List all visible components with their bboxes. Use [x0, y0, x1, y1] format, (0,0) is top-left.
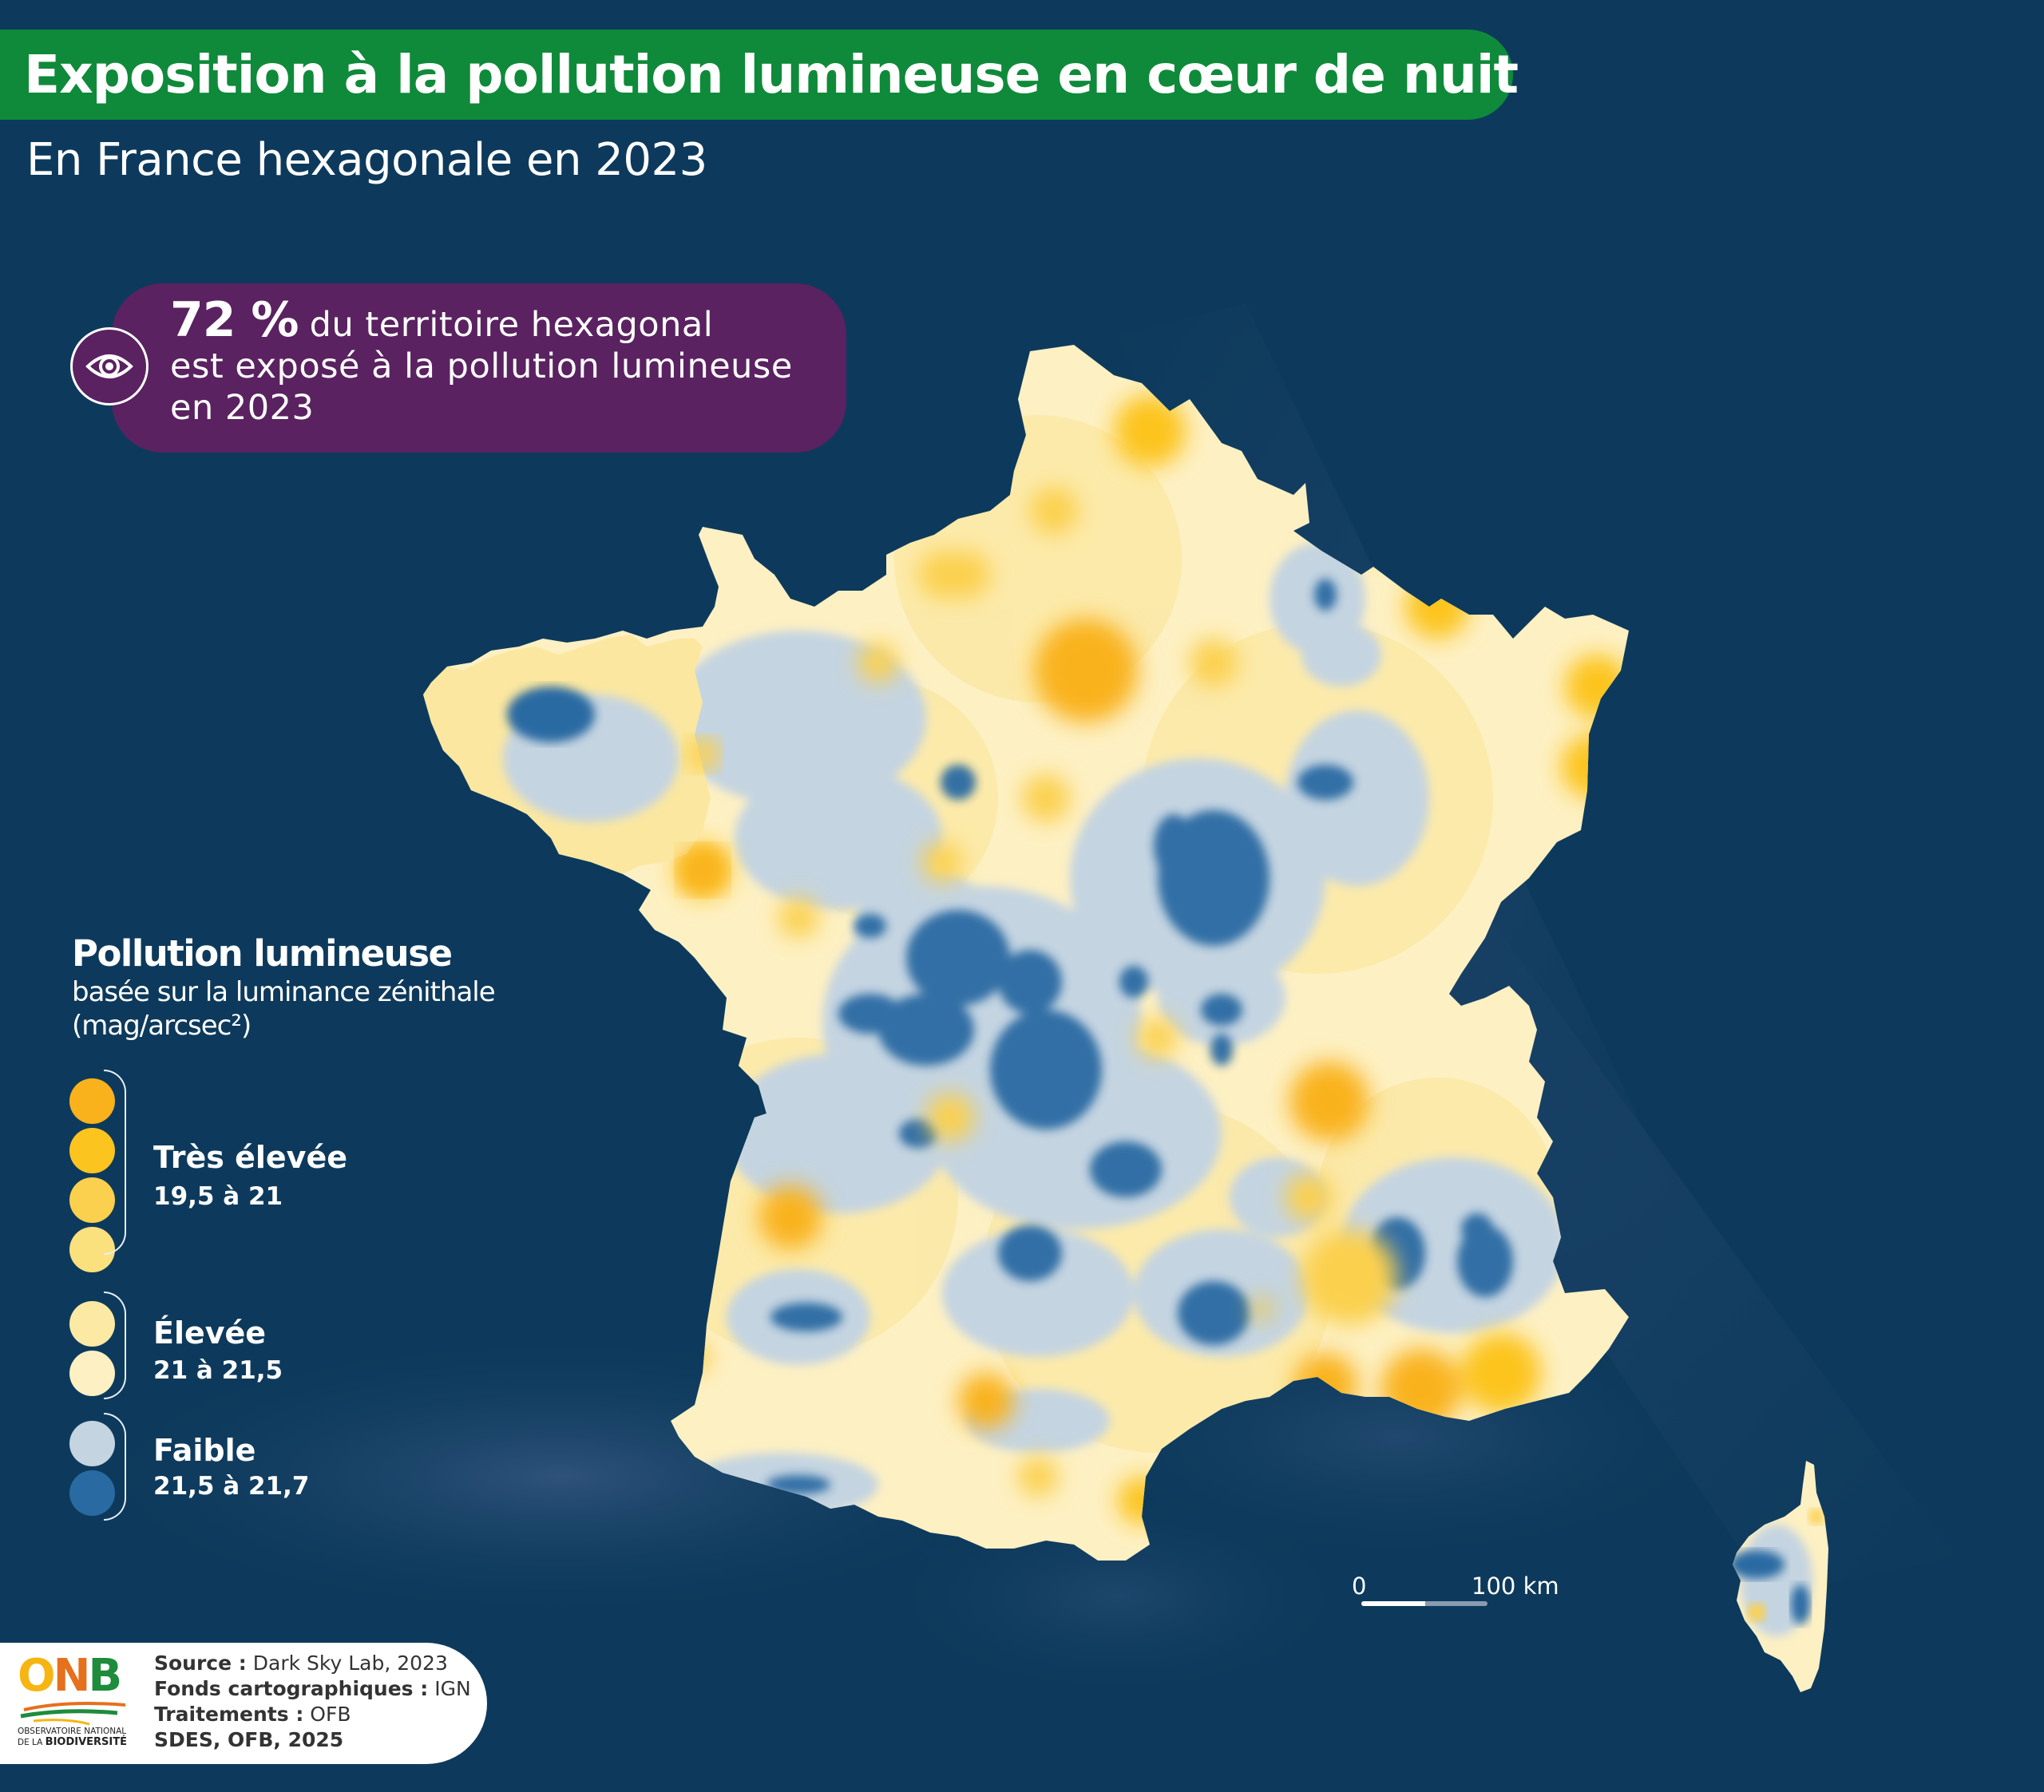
onb-logo-o: O	[18, 1650, 56, 1702]
kpi-line3: en 2023	[170, 388, 315, 428]
legend-swatch-tres-elevee-3	[69, 1177, 115, 1223]
source-line: Source : Dark Sky Lab, 2023	[154, 1651, 471, 1676]
source-value: Dark Sky Lab, 2023	[246, 1652, 448, 1675]
brittany-detail	[503, 686, 727, 894]
mainland-france	[423, 345, 1629, 1561]
onb-logo-letters: ONB	[18, 1650, 122, 1702]
onb-logo-waves	[20, 1702, 126, 1726]
kpi-text: 72 % du territoire hexagonal est exposé …	[170, 296, 793, 429]
legend-range-faible: 21,5 à 21,7	[153, 1472, 310, 1501]
legend-subtitle: basée sur la luminance zénithale (mag/ar…	[72, 975, 496, 1042]
source-credits: Source : Dark Sky Lab, 2023 Fonds cartog…	[154, 1651, 471, 1753]
onb-logo-line2-bold: BIODIVERSITÉ	[45, 1736, 127, 1748]
legend-range-elevee: 21 à 21,5	[153, 1356, 283, 1385]
corsica	[1733, 1461, 1828, 1692]
legend-subtitle-line1: basée sur la luminance zénithale	[72, 976, 496, 1008]
processing-label: Traitements :	[154, 1703, 304, 1726]
legend-swatch-tres-elevee-2	[69, 1128, 115, 1173]
onb-logo-subtitle: OBSERVATOIRE NATIONAL DE LA BIODIVERSITÉ	[18, 1726, 127, 1748]
title-bar: Exposition à la pollution lumineuse en c…	[0, 30, 1519, 120]
page-subtitle: En France hexagonale en 2023	[26, 134, 707, 186]
legend-bracket-tres-elevee	[104, 1070, 126, 1255]
legend-label-tres-elevee: Très élevée	[153, 1140, 347, 1175]
credit-line: SDES, OFB, 2025	[154, 1727, 471, 1753]
eye-icon	[70, 327, 149, 405]
scale-bar	[1361, 1601, 1487, 1606]
basemap-value: IGN	[428, 1677, 471, 1700]
source-label: Source :	[154, 1652, 247, 1675]
onb-logo-line1: OBSERVATOIRE NATIONAL	[18, 1727, 127, 1736]
credit-label: SDES, OFB, 2025	[154, 1728, 344, 1751]
kpi-callout	[112, 283, 846, 453]
basemap-line: Fonds cartographiques : IGN	[154, 1676, 471, 1702]
legend-range-tres-elevee: 19,5 à 21	[153, 1182, 283, 1211]
basemap-label: Fonds cartographiques :	[154, 1677, 429, 1700]
onb-logo: ONB OBSERVATOIRE NATIONAL DE LA BIODIVER…	[14, 1652, 138, 1756]
page-title: Exposition à la pollution lumineuse en c…	[24, 44, 1519, 105]
legend-title: Pollution lumineuse	[72, 932, 453, 975]
kpi-value: 72 %	[170, 292, 299, 348]
legend-bracket-elevee	[104, 1292, 126, 1399]
legend-bracket-faible	[104, 1413, 126, 1521]
kpi-line1: du territoire hexagonal	[298, 305, 714, 345]
scale-label-end: 100 km	[1472, 1572, 1559, 1600]
legend-label-elevee: Élevée	[153, 1315, 267, 1351]
processing-line: Traitements : OFB	[154, 1702, 471, 1727]
onb-logo-b: B	[88, 1650, 122, 1702]
onb-logo-line2-prefix: DE LA	[18, 1738, 46, 1747]
onb-logo-n: N	[53, 1650, 91, 1702]
legend-subtitle-line2: (mag/arcsec²)	[72, 1010, 252, 1042]
legend-label-faible: Faible	[153, 1433, 256, 1468]
scale-label-start: 0	[1352, 1572, 1367, 1600]
processing-value: OFB	[303, 1703, 351, 1726]
kpi-line2: est exposé à la pollution lumineuse	[170, 346, 793, 386]
